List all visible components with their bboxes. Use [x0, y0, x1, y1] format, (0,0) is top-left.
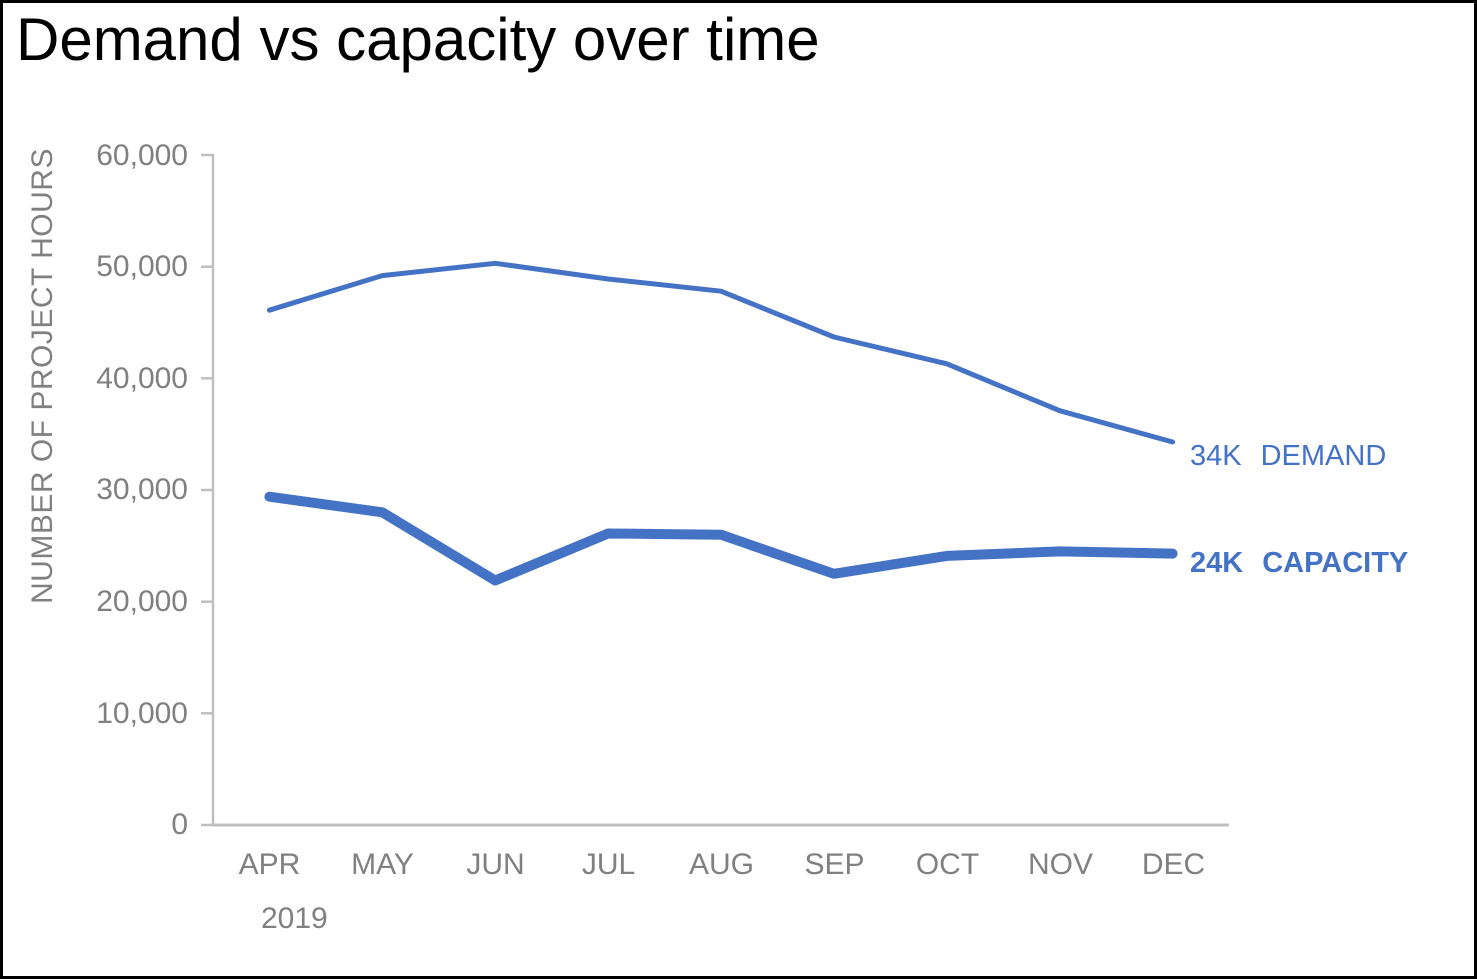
- x-tick-label-apr: APR: [238, 848, 301, 881]
- x-tick-label-jun: JUN: [466, 848, 525, 881]
- x-tick-label-nov: NOV: [1027, 848, 1093, 881]
- demand-end-value: 34K: [1190, 440, 1242, 472]
- y-tick-label-0: 0: [171, 808, 188, 841]
- y-tick-label-60000: 60,000: [96, 139, 188, 172]
- demand-series-label: 34K DEMAND: [1190, 440, 1387, 473]
- y-axis-ticks: [201, 153, 213, 827]
- capacity-series-label: 24K CAPACITY: [1190, 547, 1409, 580]
- x-tick-label-aug: AUG: [688, 848, 754, 881]
- capacity-end-value: 24K: [1190, 547, 1244, 579]
- capacity-line: [264, 491, 1178, 586]
- demand-line: [266, 260, 1176, 445]
- y-tick-label-50000: 50,000: [96, 250, 188, 283]
- x-tick-label-jul: JUL: [581, 848, 636, 881]
- y-tick-label-10000: 10,000: [96, 697, 188, 730]
- x-axis-year-label: 2019: [261, 902, 328, 935]
- y-tick-label-40000: 40,000: [96, 362, 188, 395]
- plot-area: [201, 153, 1229, 827]
- capacity-series-name: CAPACITY: [1262, 547, 1409, 579]
- x-tick-label-may: MAY: [351, 848, 414, 881]
- x-tick-label-oct: OCT: [915, 848, 980, 881]
- demand-series-name: DEMAND: [1260, 440, 1387, 472]
- x-tick-label-dec: DEC: [1141, 848, 1206, 881]
- y-tick-label-20000: 20,000: [96, 585, 188, 618]
- y-tick-label-30000: 30,000: [96, 473, 188, 506]
- chart-title: Demand vs capacity over time: [16, 6, 820, 73]
- x-tick-label-sep: SEP: [804, 848, 865, 881]
